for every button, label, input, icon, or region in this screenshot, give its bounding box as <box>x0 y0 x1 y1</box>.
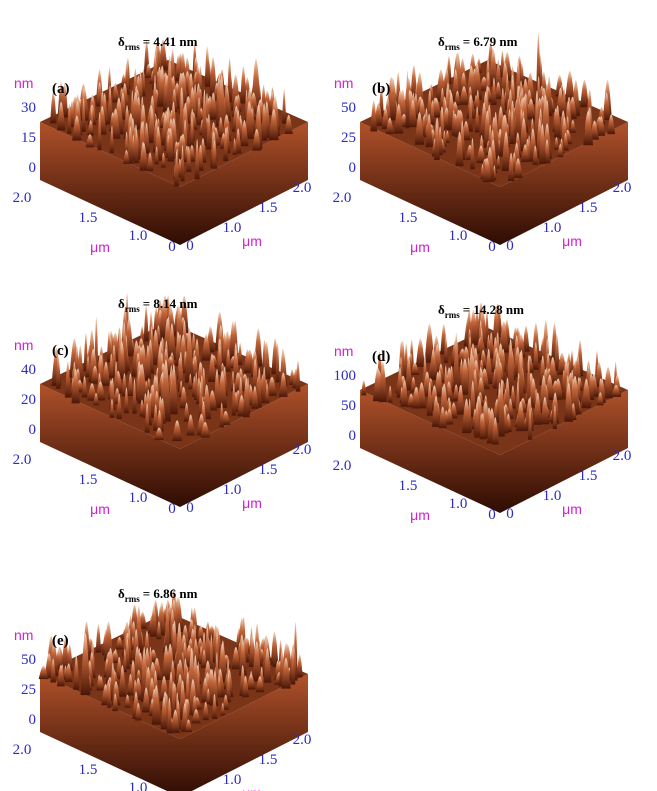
rms-title: δrms= 6.86 nm <box>118 586 198 604</box>
rms-subscript: rms <box>445 310 460 320</box>
y-tick-label: 2.0 <box>613 180 632 196</box>
y-unit: μm <box>562 501 582 517</box>
panel-label: (d) <box>372 349 390 365</box>
rms-subscript: rms <box>125 42 140 52</box>
z-tick-label: 40 <box>21 362 36 378</box>
x-tick-label: 1.0 <box>129 490 148 506</box>
z-unit: nm <box>14 627 33 643</box>
surface-peak <box>416 338 425 366</box>
rms-value: = 14.28 nm <box>463 302 524 317</box>
x-tick-label: 2.0 <box>333 458 352 474</box>
panel-label: (c) <box>52 343 69 359</box>
y-tick-label: 1.0 <box>223 772 242 788</box>
x-tick-label: 0 <box>168 501 176 517</box>
z-tick-label: 100 <box>334 368 357 384</box>
z-tick-label: 25 <box>341 130 356 146</box>
z-tick-label: 50 <box>21 652 36 668</box>
figure: δrms= 4.41 nm(a)nm301502.01.51.00μm01.01… <box>0 0 657 791</box>
rms-subscript: rms <box>125 304 140 314</box>
z-tick-label: 0 <box>29 712 37 728</box>
z-tick-label: 30 <box>21 100 36 116</box>
z-tick-label: 0 <box>349 428 357 444</box>
x-tick-label: 1.0 <box>129 780 148 791</box>
rms-value: = 4.41 nm <box>143 34 198 49</box>
y-tick-label: 1.0 <box>223 220 242 236</box>
y-tick-label: 1.0 <box>543 488 562 504</box>
y-tick-label: 1.5 <box>579 468 598 484</box>
z-unit: nm <box>14 337 33 353</box>
y-unit: μm <box>242 495 262 511</box>
x-tick-label: 1.0 <box>129 228 148 244</box>
panel-label: (e) <box>52 633 69 649</box>
x-tick-label: 0 <box>488 239 496 255</box>
y-tick-label: 0 <box>186 238 194 254</box>
x-tick-label: 1.5 <box>399 210 418 226</box>
x-unit: μm <box>410 507 430 523</box>
rms-value: = 6.79 nm <box>463 34 518 49</box>
x-tick-label: 0 <box>488 507 496 523</box>
x-tick-label: 1.5 <box>79 472 98 488</box>
y-tick-label: 2.0 <box>613 448 632 464</box>
rms-title: δrms= 6.79 nm <box>438 34 518 52</box>
rms-subscript: rms <box>125 594 140 604</box>
z-tick-label: 0 <box>29 422 37 438</box>
y-unit: μm <box>562 233 582 249</box>
afm-panel: δrms= 6.79 nm (b) nm 50 25 0 2.0 1.5 1.0 0 μm 0 1.0 1… <box>333 33 632 255</box>
y-tick-label: 0 <box>506 238 514 254</box>
z-unit: nm <box>334 75 353 91</box>
x-unit: μm <box>90 501 110 517</box>
y-unit: μm <box>242 233 262 249</box>
surface-peak <box>282 89 286 123</box>
afm-panel: δrms= 4.41 nm(a)nm301502.01.51.00μm01.01… <box>13 34 312 255</box>
afm-panel: δrms= 14.28 nm(d)nm1005002.01.51.00μm01.… <box>333 302 632 523</box>
z-unit: nm <box>334 343 353 359</box>
y-tick-label: 0 <box>186 500 194 516</box>
y-tick-label: 1.5 <box>259 752 278 768</box>
afm-panel: δrms= 6.86 nm(e)nm502502.01.51.00μm01.01… <box>13 586 312 791</box>
x-tick-label: 2.0 <box>13 452 32 468</box>
y-tick-label: 1.5 <box>259 462 278 478</box>
y-tick-label: 2.0 <box>293 732 312 748</box>
surface-peak <box>580 80 589 107</box>
y-unit: μm <box>242 785 262 791</box>
x-tick-label: 2.0 <box>13 742 32 758</box>
y-tick-label: 1.5 <box>579 200 598 216</box>
rms-subscript: rms <box>445 42 460 52</box>
y-tick-label: 1.5 <box>259 200 278 216</box>
surface-peak <box>297 654 303 677</box>
y-tick-label: 2.0 <box>293 180 312 196</box>
y-tick-label: 1.0 <box>223 482 242 498</box>
x-tick-label: 1.0 <box>449 496 468 512</box>
x-unit: μm <box>90 239 110 255</box>
x-tick-label: 1.0 <box>449 228 468 244</box>
z-unit: nm <box>14 75 33 91</box>
z-tick-label: 25 <box>21 682 36 698</box>
panel-label: (b) <box>372 81 390 97</box>
z-tick-label: 0 <box>29 160 37 176</box>
z-tick-label: 20 <box>21 392 36 408</box>
x-tick-label: 2.0 <box>333 190 352 206</box>
y-tick-label: 2.0 <box>293 442 312 458</box>
x-tick-label: 1.5 <box>79 210 98 226</box>
rms-value: = 8.14 nm <box>143 296 198 311</box>
surface-peak <box>96 624 102 652</box>
x-tick-label: 2.0 <box>13 190 32 206</box>
panel-label: (a) <box>52 81 70 97</box>
x-unit: μm <box>410 239 430 255</box>
x-tick-label: 1.5 <box>399 478 418 494</box>
y-tick-label: 1.0 <box>543 220 562 236</box>
y-tick-label: 0 <box>506 506 514 522</box>
rms-value: = 6.86 nm <box>143 586 198 601</box>
z-tick-label: 50 <box>341 398 356 414</box>
z-tick-label: 50 <box>341 100 356 116</box>
z-tick-label: 0 <box>349 160 357 176</box>
z-tick-label: 15 <box>21 130 36 146</box>
x-tick-label: 0 <box>168 239 176 255</box>
x-tick-label: 1.5 <box>79 762 98 778</box>
